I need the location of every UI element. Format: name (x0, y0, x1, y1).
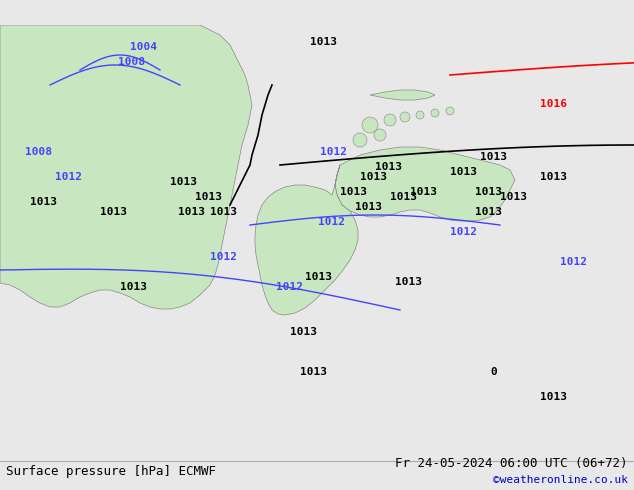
Text: 1013: 1013 (178, 207, 205, 217)
Text: 1013: 1013 (195, 192, 222, 202)
Text: 1012: 1012 (318, 217, 345, 227)
Text: 0: 0 (490, 367, 497, 377)
Text: 1013: 1013 (290, 327, 317, 337)
Text: Fr 24-05-2024 06:00 UTC (06+72): Fr 24-05-2024 06:00 UTC (06+72) (395, 457, 628, 470)
Text: 1004: 1004 (130, 42, 157, 52)
Text: 1013: 1013 (170, 177, 197, 187)
Text: 1012: 1012 (276, 282, 303, 292)
Text: 1016: 1016 (540, 99, 567, 109)
Text: 1013: 1013 (355, 202, 382, 212)
Text: 1013: 1013 (500, 192, 527, 202)
Text: 1013: 1013 (305, 272, 332, 282)
Text: 1013: 1013 (390, 192, 417, 202)
Text: 1013: 1013 (310, 37, 337, 47)
Polygon shape (370, 90, 435, 100)
Text: 1013: 1013 (375, 162, 402, 172)
Text: 1013: 1013 (395, 277, 422, 287)
Circle shape (384, 114, 396, 126)
Text: ©weatheronline.co.uk: ©weatheronline.co.uk (493, 475, 628, 485)
Text: 1013: 1013 (410, 187, 437, 197)
Circle shape (374, 129, 386, 141)
Text: 1013: 1013 (340, 187, 367, 197)
Polygon shape (255, 165, 358, 315)
Text: 1012: 1012 (55, 172, 82, 182)
Circle shape (431, 109, 439, 117)
Text: 1013: 1013 (210, 207, 237, 217)
Text: 1012: 1012 (560, 257, 587, 267)
Circle shape (362, 117, 378, 133)
Text: 1012: 1012 (210, 252, 237, 262)
Text: 1013: 1013 (475, 207, 502, 217)
Polygon shape (0, 25, 252, 309)
Text: 1013: 1013 (475, 187, 502, 197)
Text: 1013: 1013 (480, 152, 507, 162)
Text: 1012: 1012 (450, 227, 477, 237)
Text: 1008: 1008 (118, 57, 145, 67)
Text: 1013: 1013 (100, 207, 127, 217)
Text: 1013: 1013 (540, 392, 567, 402)
Text: 1013: 1013 (120, 282, 147, 292)
Circle shape (446, 107, 454, 115)
Circle shape (400, 112, 410, 122)
Polygon shape (335, 147, 515, 221)
Circle shape (416, 111, 424, 119)
Text: 1008: 1008 (25, 147, 52, 157)
Text: 1013: 1013 (360, 172, 387, 182)
Text: 1013: 1013 (450, 167, 477, 177)
Text: 1013: 1013 (300, 367, 327, 377)
Text: 1013: 1013 (30, 197, 57, 207)
Text: Surface pressure [hPa] ECMWF: Surface pressure [hPa] ECMWF (6, 465, 216, 478)
Text: 1013: 1013 (540, 172, 567, 182)
Circle shape (353, 133, 367, 147)
Text: 1012: 1012 (320, 147, 347, 157)
